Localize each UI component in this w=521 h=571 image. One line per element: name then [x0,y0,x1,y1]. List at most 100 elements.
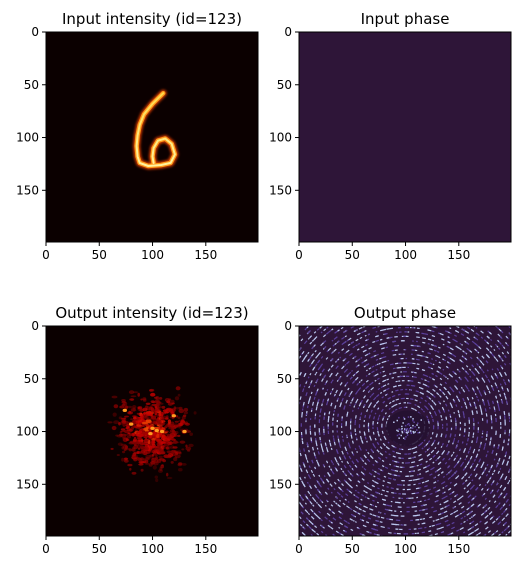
phase-fringe [294,446,296,449]
phase-fringe [453,411,455,414]
phase-fringe [319,414,321,418]
phase-fringe [491,420,493,424]
phase-noise [410,432,413,435]
phase-noise [400,434,402,437]
speckle [165,446,169,450]
phase-fringe [433,349,437,352]
phase-noise [403,430,406,432]
phase-fringe [439,383,443,386]
phase-fringe [387,536,389,538]
speckle [142,398,147,402]
phase-fringe [358,507,362,511]
phase-fringe [495,358,499,362]
speckle [150,392,155,397]
phase-fringe [410,519,414,522]
phase-fringe [483,339,488,343]
phase-fringe [501,517,506,522]
speckle [189,432,193,436]
phase-fringe [456,346,460,349]
phase-fringe [513,512,516,515]
phase-fringe [464,376,468,380]
phase-fringe [399,470,403,473]
speckle [177,416,181,420]
phase-fringe [370,356,373,359]
phase-fringe [437,468,440,471]
phase-fringe [395,465,400,468]
phase-fringe [369,455,373,458]
phase-fringe [443,374,447,378]
speckle [129,467,132,471]
phase-fringe [404,462,409,464]
phase-fringe [500,374,503,378]
phase-fringe [407,484,411,486]
phase-fringe [368,372,371,376]
phase-fringe [310,391,313,395]
phase-fringe [327,426,329,430]
phase-fringe [438,410,441,414]
phase-fringe [460,517,464,520]
speckle [134,425,138,429]
phase-fringe [306,536,309,539]
phase-fringe [503,495,506,499]
phase-fringe [344,335,347,338]
phase-fringe [499,356,503,361]
phase-fringe [474,523,479,527]
phase-fringe [400,340,404,342]
phase-fringe [512,513,514,515]
phase-fringe [475,453,479,458]
phase-fringe [500,426,502,429]
phase-fringe [424,333,429,336]
phase-fringe [355,505,359,509]
speckle [178,468,183,472]
phase-fringe [374,505,378,508]
phase-fringe [366,409,369,413]
phase-fringe [317,496,320,500]
phase-fringe [428,397,432,400]
phase-fringe [388,415,391,418]
phase-fringe [408,528,412,531]
phase-fringe [403,402,407,404]
phase-fringe [463,449,466,453]
phase-fringe [339,403,342,408]
phase-fringe [473,426,475,430]
phase-fringe [498,457,501,462]
phase-fringe [459,322,461,324]
phase-fringe [471,379,475,382]
speckle [122,433,129,436]
phase-fringe [461,505,465,509]
phase-fringe [514,531,518,535]
phase-fringe [495,463,499,468]
phase-fringe [499,335,503,340]
phase-fringe [489,406,491,410]
phase-fringe [415,514,418,517]
speckle [146,416,150,420]
phase-fringe [312,504,315,507]
phase-fringe [461,475,465,480]
phase-fringe [418,509,421,512]
axes-frame [45,31,259,243]
speckle [167,419,171,424]
phase-fringe [454,483,457,486]
phase-fringe [304,328,307,331]
digit-stroke-core [135,92,176,167]
phase-fringe [355,344,358,347]
phase-fringe [297,438,298,440]
phase-fringe [419,527,423,530]
heatmap-background [46,32,258,242]
y-tick-label: 0 [31,319,39,333]
phase-fringe [506,461,509,466]
phase-fringe [328,465,331,468]
speckle [138,439,144,442]
phase-fringe [438,323,442,325]
phase-fringe [336,372,339,375]
phase-fringe [495,482,499,486]
phase-fringe [419,518,423,521]
phase-fringe [400,457,404,460]
phase-fringe [400,371,403,373]
phase-fringe [490,384,493,388]
phase-fringe [452,442,454,445]
x-tick-label: 50 [92,542,107,556]
phase-fringe [478,389,481,394]
phase-fringe [469,455,473,460]
phase-fringe [385,456,388,459]
